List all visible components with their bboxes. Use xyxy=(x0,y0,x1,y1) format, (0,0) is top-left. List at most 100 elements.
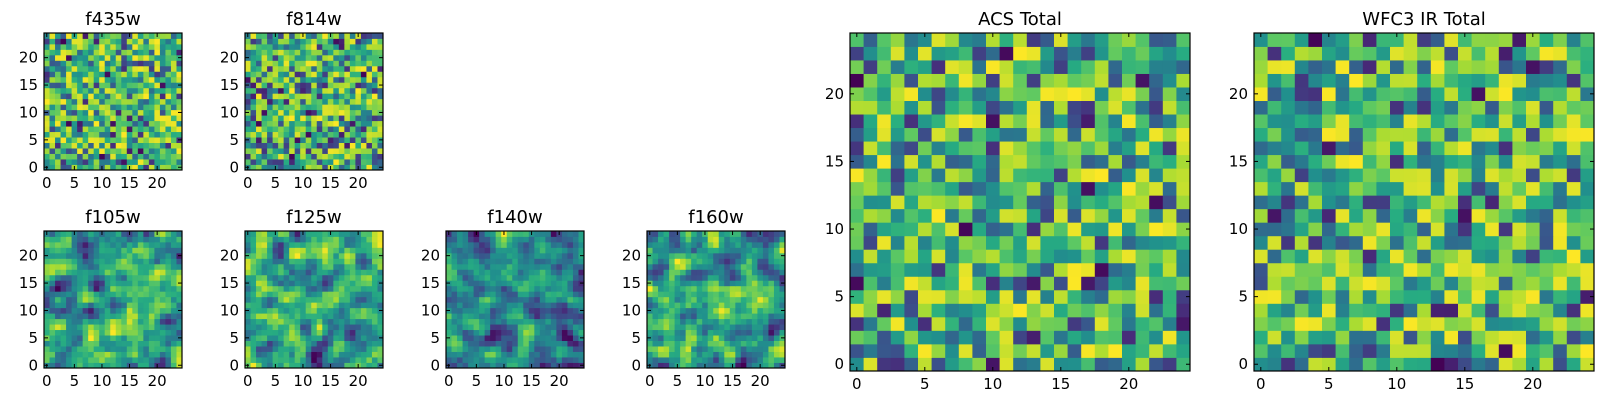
heatmap-cell xyxy=(377,120,384,127)
heatmap-cell xyxy=(60,335,67,341)
heatmap-cell xyxy=(468,269,474,276)
heatmap-cell xyxy=(550,280,557,287)
heatmap-cell xyxy=(305,313,312,320)
heatmap-cell xyxy=(863,249,878,264)
heatmap-cell xyxy=(877,276,892,291)
heatmap-cell xyxy=(1013,87,1028,101)
heatmap-cell xyxy=(1471,249,1486,264)
heatmap-cell xyxy=(366,65,373,72)
heatmap-cell xyxy=(517,231,524,237)
heatmap-cell xyxy=(1281,276,1296,291)
heatmap-cell xyxy=(707,280,714,287)
heatmap-cell xyxy=(1362,168,1377,183)
heatmap-cell xyxy=(170,231,177,237)
heatmap-cell xyxy=(696,236,703,243)
heatmap-cell xyxy=(272,76,279,83)
heatmap-cell xyxy=(360,104,367,111)
heatmap-cell xyxy=(272,87,279,94)
heatmap-cell xyxy=(176,159,183,165)
heatmap-cell xyxy=(355,87,362,94)
heatmap-cell xyxy=(658,302,664,309)
heatmap-cell xyxy=(170,104,177,111)
heatmap-cell xyxy=(349,54,356,61)
heatmap-cell xyxy=(1566,276,1581,291)
heatmap-cell xyxy=(890,357,905,372)
heatmap-cell xyxy=(890,127,905,142)
heatmap-cell xyxy=(1149,235,1164,250)
heatmap-cell xyxy=(272,120,279,127)
heatmap-cell xyxy=(360,302,367,309)
heatmap-cell xyxy=(740,340,747,347)
heatmap-cell xyxy=(918,33,932,47)
heatmap-cell xyxy=(1553,330,1568,345)
heatmap-cell xyxy=(377,324,384,331)
heatmap-cell xyxy=(311,159,318,165)
heatmap-cell xyxy=(344,131,351,138)
x-tick-label: 0 xyxy=(42,372,52,390)
heatmap-cell xyxy=(523,280,530,287)
heatmap-cell xyxy=(327,126,334,133)
heatmap-cell xyxy=(1471,303,1486,318)
heatmap-cell xyxy=(349,76,356,83)
heatmap-cell xyxy=(154,236,161,243)
heatmap-cell xyxy=(126,269,133,276)
heatmap-cell xyxy=(1026,357,1041,372)
heatmap-cell xyxy=(311,296,318,303)
heatmap-cell xyxy=(355,236,362,243)
heatmap-cell xyxy=(272,131,279,138)
heatmap-cell xyxy=(267,269,273,276)
heatmap-cell xyxy=(66,43,72,50)
heatmap-cell xyxy=(490,241,497,248)
heatmap-cell xyxy=(1162,208,1177,223)
heatmap-cell xyxy=(539,247,546,254)
heatmap-cell xyxy=(60,329,67,336)
heatmap-cell xyxy=(121,93,128,100)
heatmap-cell xyxy=(77,98,84,105)
heatmap-cell xyxy=(121,307,128,314)
heatmap-cell xyxy=(556,324,563,331)
heatmap-cell xyxy=(371,362,378,369)
heatmap-cell xyxy=(702,236,709,243)
heatmap-cell xyxy=(170,43,177,50)
heatmap-cell xyxy=(501,335,508,341)
heatmap-cell xyxy=(1430,208,1445,223)
heatmap-cell xyxy=(322,142,329,149)
heatmap-cell xyxy=(294,120,301,127)
heatmap-cell xyxy=(702,252,709,259)
heatmap-cell xyxy=(344,302,351,309)
heatmap-cell xyxy=(333,318,340,325)
heatmap-cell xyxy=(289,247,296,254)
heatmap-cell xyxy=(1444,276,1459,291)
heatmap-cell xyxy=(327,54,334,61)
heatmap-cell xyxy=(250,87,257,94)
heatmap-cell xyxy=(495,351,502,358)
heatmap-cell xyxy=(245,65,251,72)
heatmap-cell xyxy=(578,247,585,254)
heatmap-cell xyxy=(355,241,362,248)
heatmap-cell xyxy=(88,231,95,237)
heatmap-cell xyxy=(751,296,758,303)
heatmap-cell xyxy=(121,142,128,149)
heatmap-cell xyxy=(567,318,574,325)
heatmap-cell xyxy=(377,87,384,94)
heatmap-cell xyxy=(484,258,491,265)
heatmap-cell xyxy=(322,109,329,116)
heatmap-cell xyxy=(663,324,670,331)
heatmap-cell xyxy=(1013,249,1028,264)
heatmap-cell xyxy=(148,241,155,248)
heatmap-cell xyxy=(534,247,541,254)
heatmap-cell xyxy=(545,351,552,358)
heatmap-cell xyxy=(165,38,172,45)
heatmap-cell xyxy=(272,274,279,281)
heatmap-cell xyxy=(904,46,919,61)
heatmap-cell xyxy=(77,269,84,276)
heatmap-cell xyxy=(958,343,973,358)
heatmap-cell xyxy=(999,222,1014,237)
heatmap-cell xyxy=(272,258,279,265)
heatmap-cell xyxy=(1308,222,1323,237)
heatmap-cell xyxy=(245,142,251,149)
heatmap-cell xyxy=(71,324,78,331)
heatmap-cell xyxy=(55,148,61,154)
heatmap-cell xyxy=(371,104,378,111)
heatmap-cell xyxy=(561,307,568,314)
